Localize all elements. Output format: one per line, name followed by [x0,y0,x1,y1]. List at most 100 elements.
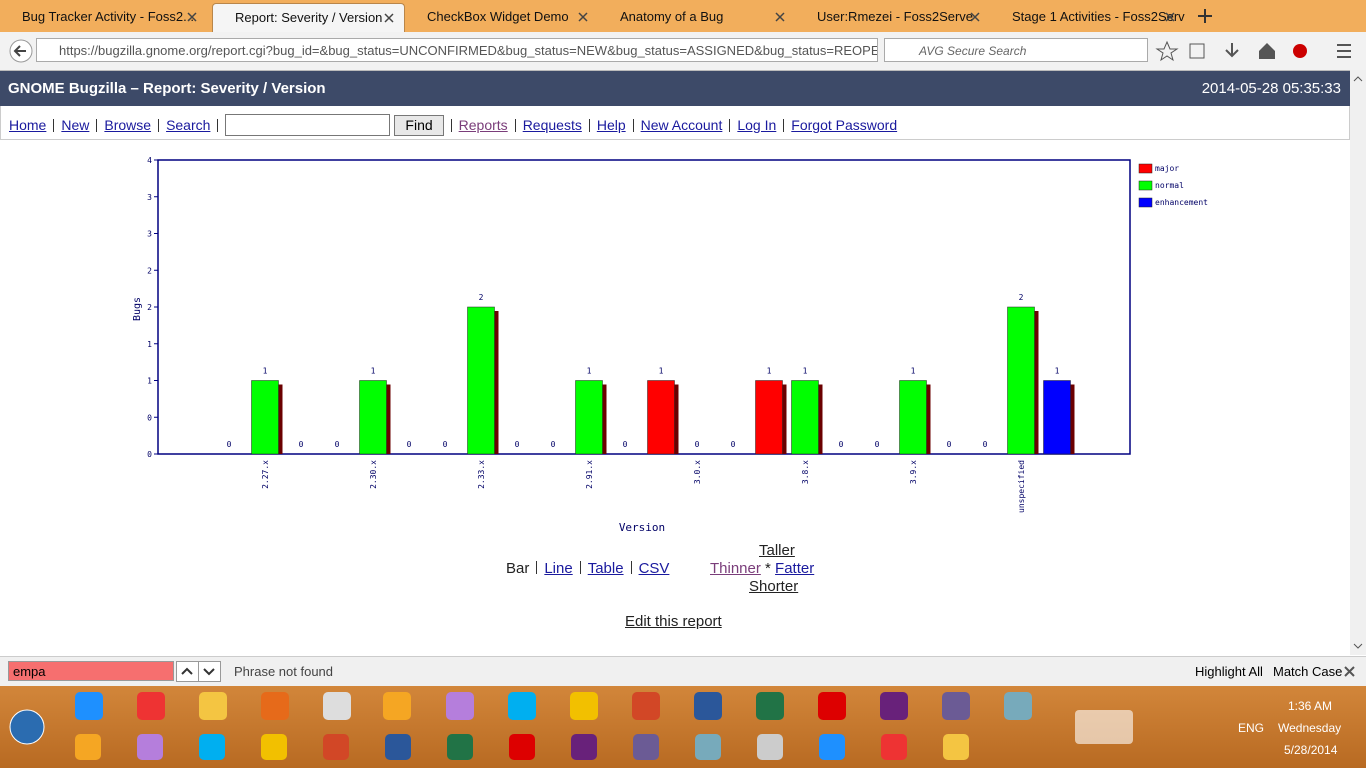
find-input[interactable]: empa [8,661,174,681]
shorter-link[interactable]: Shorter [749,578,799,595]
nav-link[interactable]: Forgot Password [791,117,898,133]
bar [467,306,495,455]
nav-link[interactable]: New [61,117,90,133]
app-icon[interactable] [75,692,103,720]
app-icon[interactable] [508,692,536,720]
separator [158,118,160,132]
find-button[interactable]: Find [394,114,444,136]
search-box[interactable]: AVG Secure Search [884,38,1148,62]
app-icon[interactable] [323,734,349,760]
app-icon[interactable] [385,734,411,760]
app-icon[interactable] [570,692,598,720]
value-label: 0 [983,440,988,449]
nav-link[interactable]: Browse [104,117,152,133]
bar-shadow [386,384,391,454]
bar [251,380,279,455]
app-icon[interactable] [942,692,970,720]
app-icon[interactable] [137,734,163,760]
separator [450,118,452,132]
match-case[interactable]: Match Case [1273,664,1343,679]
nav-links: Home New Browse Search Find Reports Requests He… [9,114,897,136]
clock-day: Wednesday [1278,721,1342,735]
value-label: 2 [479,293,484,302]
tab[interactable]: Anatomy of a Bug [598,3,795,32]
fatter-link[interactable]: Fatter [775,560,815,577]
start-button[interactable] [9,709,45,745]
app-icon[interactable] [261,734,287,760]
app-icon[interactable] [323,692,351,720]
thinner-link[interactable]: Thinner [710,560,761,577]
tab[interactable]: Report: Severity / Version [212,3,405,32]
close-icon [187,12,197,22]
legend-label: enhancement [1155,198,1208,207]
app-icon[interactable] [695,734,721,760]
x-axis-title: Version [619,521,665,534]
app-icon[interactable] [199,734,225,760]
app-icon[interactable] [757,734,783,760]
tab[interactable]: CheckBox Widget Demo [405,3,598,32]
back-button[interactable] [8,39,34,63]
tab[interactable]: User:Rmezei - Foss2Serve [795,3,990,32]
app-icon[interactable] [943,734,969,760]
app-icon[interactable] [633,734,659,760]
size-links: Thinner * Fatter [710,560,814,577]
app-icon[interactable] [137,692,165,720]
timestamp: 2014-05-28 05:35:33 [1201,80,1341,97]
value-label: 0 [335,440,340,449]
value-label: 1 [803,367,808,376]
app-icon[interactable] [819,734,845,760]
app-icon[interactable] [446,692,474,720]
nav-link[interactable]: Home [9,117,47,133]
tab-close[interactable] [970,12,980,22]
close-find[interactable] [1344,666,1355,677]
tab-close[interactable] [775,12,785,22]
tab-close[interactable] [187,12,197,22]
tab[interactable]: Stage 1 Activities - Foss2Serve [990,3,1185,32]
app-icon[interactable] [756,692,784,720]
app-icon[interactable] [571,734,597,760]
format-link[interactable]: Line [544,560,573,577]
tab-close[interactable] [1165,12,1175,22]
highlight-all[interactable]: Highlight All [1195,664,1263,679]
quick-search[interactable] [225,114,391,136]
nav-link[interactable]: Search [166,117,211,133]
tab-title: Anatomy of a Bug [620,9,724,24]
app-icon[interactable] [199,692,227,720]
app-icon[interactable] [261,692,289,720]
y-axis-title: Bugs [132,297,143,321]
clock-time: 1:36 AM [1288,699,1333,713]
app-icon[interactable] [75,734,101,760]
nav-link[interactable]: Reports [458,117,508,133]
app-icon[interactable] [447,734,473,760]
app-icon[interactable] [694,692,722,720]
app-icon[interactable] [818,692,846,720]
nav-bar: Home New Browse Search Find Reports Requests He… [0,106,1350,140]
app-icon[interactable] [881,734,907,760]
app-icon[interactable] [880,692,908,720]
tab[interactable]: Bug Tracker Activity - Foss2... [0,3,207,32]
taller-link[interactable]: Taller [759,542,795,559]
nav-link[interactable]: Help [596,117,626,133]
new-tab[interactable] [1198,9,1212,23]
app-icon[interactable] [509,734,535,760]
app-icon[interactable] [632,692,660,720]
format-link[interactable]: CSV [638,560,670,577]
nav-link[interactable]: Log In [737,117,777,133]
app-icon[interactable] [1004,692,1032,720]
scrollbar[interactable] [1350,70,1366,655]
app-icon[interactable] [383,692,411,720]
edit-report-link[interactable]: Edit this report [625,613,722,630]
nav-link[interactable]: New Account [640,117,723,133]
taskbar: ENG 1:36 AM Wednesday 5/28/2014 [0,686,1366,768]
nav-link[interactable]: Requests [522,117,582,133]
tab-close[interactable] [578,12,588,22]
format-link[interactable]: Table [587,560,624,577]
find-arrows[interactable] [176,661,222,682]
page-header: GNOME Bugzilla – Report: Severity / Vers… [0,71,1350,106]
address-bar[interactable]: https://bugzilla.gnome.org/report.cgi?bu… [36,38,878,62]
bar-shadow [926,384,931,454]
tray-icon[interactable] [1075,710,1133,744]
tab-close[interactable] [384,13,394,23]
